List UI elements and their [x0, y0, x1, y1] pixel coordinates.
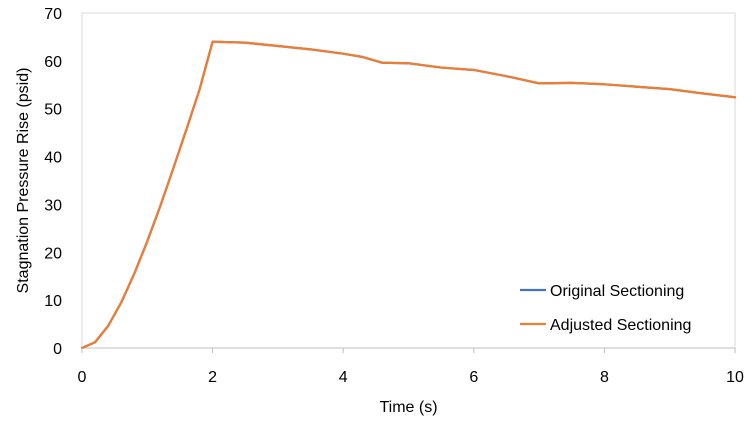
- series-layer: [80, 40, 737, 350]
- y-tick-label: 70: [44, 6, 62, 23]
- x-tick-label: 6: [469, 369, 478, 386]
- legend-label-original-sectioning: Original Sectioning: [550, 283, 684, 300]
- x-tick-label: 4: [339, 369, 348, 386]
- series-line-adjusted-sectioning: [80, 40, 737, 350]
- y-tick-label: 60: [44, 54, 62, 71]
- x-axis-ticks: 0 2 4 6 8 10: [78, 348, 744, 386]
- y-tick-label: 50: [44, 102, 62, 119]
- y-axis-ticks: 0 10 20 30 40 50 60 70: [44, 6, 62, 358]
- legend: Original Sectioning Adjusted Sectioning: [520, 283, 691, 334]
- x-tick-label: 2: [208, 369, 217, 386]
- x-tick-label: 8: [600, 369, 609, 386]
- plot-frame: [81, 12, 736, 349]
- y-tick-label: 10: [44, 293, 62, 310]
- y-tick-label: 30: [44, 197, 62, 214]
- y-axis-title: Stagnation Pressure Rise (psid): [15, 68, 32, 294]
- y-tick-label: 0: [53, 341, 62, 358]
- x-axis-title: Time (s): [379, 399, 437, 416]
- legend-label-adjusted-sectioning: Adjusted Sectioning: [550, 317, 691, 334]
- y-tick-label: 40: [44, 150, 62, 167]
- x-tick-label: 10: [726, 369, 744, 386]
- x-tick-label: 0: [78, 369, 87, 386]
- y-tick-label: 20: [44, 245, 62, 262]
